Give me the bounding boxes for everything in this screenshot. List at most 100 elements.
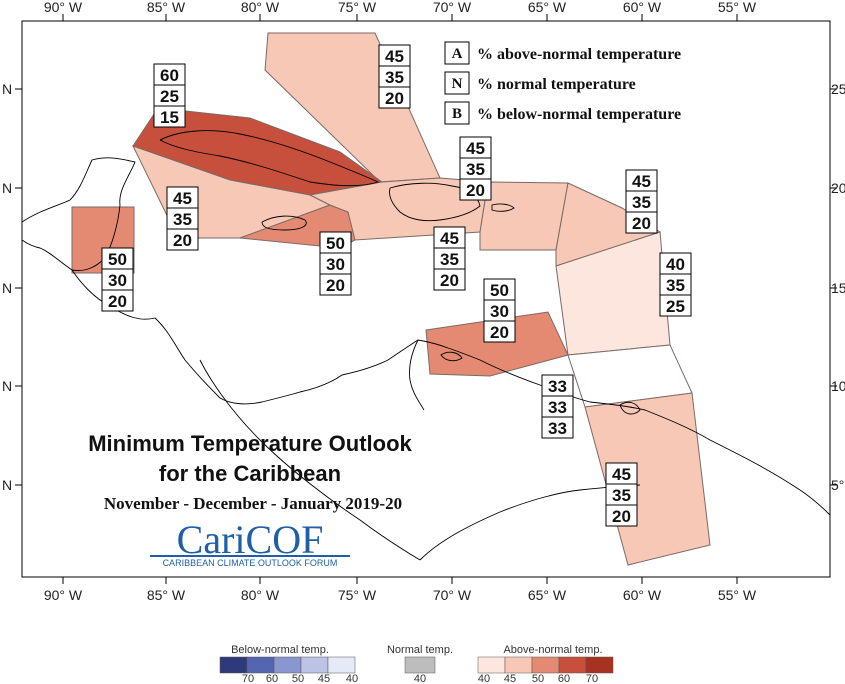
prob-above: 45 — [632, 172, 651, 191]
prob-box-hispaniola: 45 35 20 — [433, 226, 466, 291]
colorbar-tick: 70 — [242, 673, 254, 684]
lon-label: 90° W — [44, 587, 83, 603]
lon-label: 75° W — [338, 0, 377, 15]
abn-key: A % above-normal temperature N % normal … — [444, 41, 681, 125]
lon-label: 85° W — [147, 587, 186, 603]
caricof-logo: CariCOF CARIBBEAN CLIMATE OUTLOOK FORUM — [150, 517, 350, 568]
colorbar-swatch — [273, 656, 302, 674]
logo-tagline: CARIBBEAN CLIMATE OUTLOOK FORUM — [163, 558, 338, 568]
lon-label: 70° W — [433, 587, 472, 603]
prob-box-cayman: 45 35 20 — [166, 186, 199, 251]
colorbar-swatch — [327, 656, 356, 674]
lon-label: 60° W — [623, 0, 662, 15]
colorbar-tick: 40 — [414, 673, 426, 684]
prob-above: 50 — [326, 234, 345, 253]
prob-box-windward-islands: 40 35 25 — [659, 252, 692, 317]
prob-below: 20 — [632, 214, 651, 233]
prob-below: 25 — [666, 297, 685, 316]
longitude-labels-top: 90° W 85° W 80° W 75° W 70° W 65° W 60° … — [44, 0, 757, 15]
key-letter: N — [452, 76, 463, 92]
map-title-line2: for the Caribbean — [159, 461, 341, 486]
lon-label: 90° W — [44, 0, 83, 15]
colorbar-tick: 60 — [266, 673, 278, 684]
prob-normal: 30 — [326, 255, 345, 274]
map-title-line1: Minimum Temperature Outlook — [88, 431, 412, 456]
lon-label: 55° W — [718, 587, 757, 603]
lon-label: 80° W — [241, 0, 280, 15]
prob-below: 20 — [466, 181, 485, 200]
prob-normal: 35 — [173, 210, 192, 229]
lat-label: 15° — [831, 280, 845, 296]
colorbar-normal-title: Normal temp. — [387, 644, 453, 656]
lat-label: N — [2, 180, 12, 196]
prob-box-leeward-islands: 45 35 20 — [625, 169, 658, 234]
key-row-below: B % below-normal temperature — [444, 101, 681, 125]
colorbar-swatch — [585, 656, 614, 674]
key-text: % normal temperature — [477, 76, 636, 93]
colorbar-tick: 60 — [558, 673, 570, 684]
prob-above: 45 — [440, 229, 459, 248]
key-text: % below-normal temperature — [477, 106, 681, 123]
lat-label: 5° — [831, 477, 844, 493]
prob-below: 20 — [385, 89, 404, 108]
colorbar-swatch — [558, 656, 587, 674]
lat-label: N — [2, 81, 12, 97]
colorbar-tick: 45 — [504, 673, 516, 684]
logo-wordmark: CariCOF — [177, 517, 324, 562]
colorbar-tick: 50 — [532, 673, 544, 684]
prob-box-abc-islands: 50 30 20 — [483, 278, 516, 343]
colorbar-tick: 70 — [586, 673, 598, 684]
region-hispaniola — [308, 177, 489, 241]
colorbar-tick: 40 — [346, 673, 358, 684]
prob-normal: 30 — [490, 302, 509, 321]
colorbar-swatch — [504, 656, 533, 674]
colorbar-swatch — [219, 656, 248, 674]
prob-normal: 25 — [160, 87, 179, 106]
colorbar-above-title: Above-normal temp. — [503, 644, 602, 656]
key-text: % above-normal temperature — [477, 46, 681, 63]
prob-above: 50 — [108, 250, 127, 269]
prob-above: 33 — [548, 377, 567, 396]
prob-above: 60 — [160, 66, 179, 85]
colorbar-normal-swatches — [404, 656, 436, 674]
colorbar-tick: 40 — [478, 673, 490, 684]
prob-box-belize: 50 30 20 — [101, 247, 134, 312]
tick-marks — [15, 14, 837, 584]
prob-below: 20 — [173, 231, 192, 250]
key-letter: B — [452, 106, 462, 122]
key-row-above: A % above-normal temperature — [444, 41, 681, 65]
colorbar-below-swatches — [219, 656, 356, 674]
longitude-labels-bottom: 90° W 85° W 80° W 75° W 70° W 65° W 60° … — [44, 587, 757, 603]
prob-normal: 35 — [466, 160, 485, 179]
prob-above: 45 — [466, 139, 485, 158]
prob-normal: 35 — [632, 193, 651, 212]
latitude-labels-right: 25° 20° 15° 10° 5° — [831, 81, 845, 493]
prob-below: 33 — [548, 419, 567, 438]
prob-below: 20 — [108, 292, 127, 311]
prob-below: 20 — [612, 507, 631, 526]
prob-normal: 35 — [612, 486, 631, 505]
prob-above: 40 — [666, 255, 685, 274]
prob-above: 45 — [385, 47, 404, 66]
colorbar: Below-normal temp. Normal temp. Above-no… — [219, 644, 614, 684]
prob-normal: 35 — [666, 276, 685, 295]
prob-box-jamaica: 50 30 20 — [319, 231, 352, 296]
lat-label: N — [2, 477, 12, 493]
colorbar-tick: 45 — [318, 673, 330, 684]
key-letter: A — [452, 46, 463, 62]
map-subtitle: November - December - January 2019-20 — [104, 494, 402, 513]
prob-below: 20 — [440, 271, 459, 290]
lon-label: 60° W — [623, 587, 662, 603]
colorbar-swatch — [404, 656, 436, 674]
colorbar-tick: 50 — [292, 673, 304, 684]
prob-normal: 35 — [385, 68, 404, 87]
lon-label: 85° W — [147, 0, 186, 15]
prob-box-cuba: 60 25 15 — [153, 63, 186, 128]
prob-normal: 33 — [548, 398, 567, 417]
colorbar-swatch — [531, 656, 560, 674]
region-abc-islands — [425, 311, 569, 377]
prob-normal: 35 — [440, 250, 459, 269]
lon-label: 65° W — [528, 587, 567, 603]
lon-label: 65° W — [528, 0, 567, 15]
